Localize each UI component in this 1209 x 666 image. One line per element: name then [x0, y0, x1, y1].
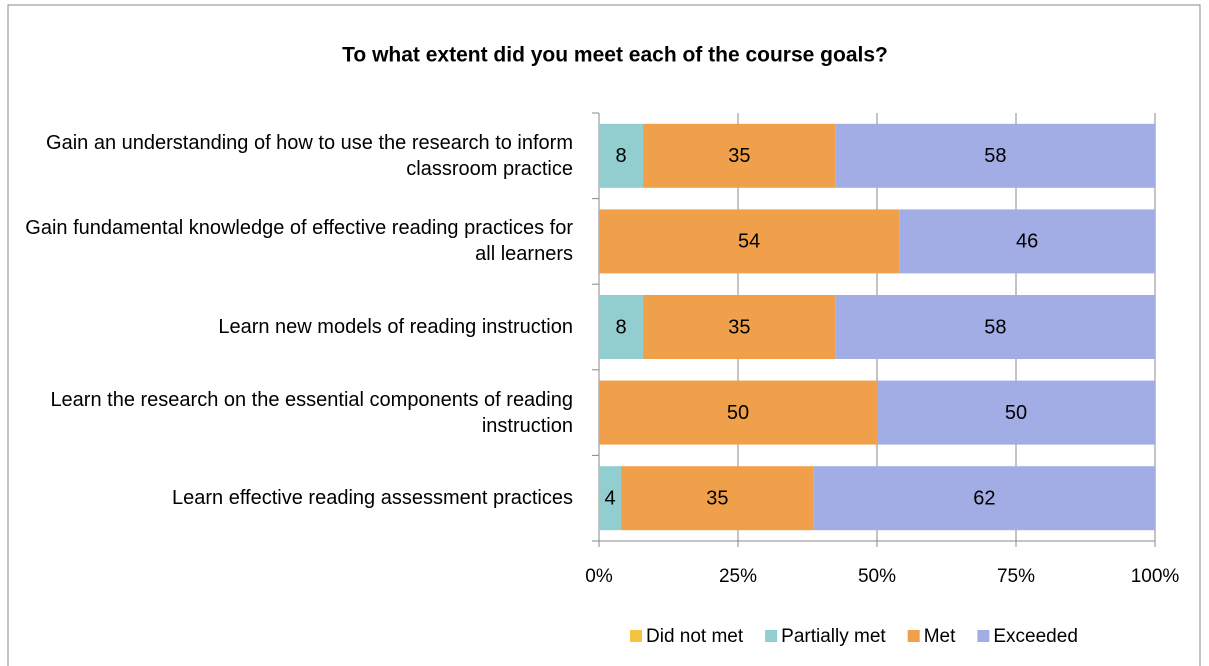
bar-segment [621, 466, 814, 531]
data-label: 54 [738, 231, 760, 253]
legend-swatch [765, 630, 778, 642]
x-tick-label: 0% [585, 566, 613, 587]
x-tick-label: 75% [997, 566, 1035, 587]
bar-segment [877, 380, 1155, 445]
y-tick-label: Learn effective reading assessment pract… [172, 487, 573, 510]
legend-swatch [907, 630, 920, 642]
bar-segment [899, 209, 1155, 274]
y-tick-label: Learn the research on the essential comp… [50, 388, 573, 437]
bar-segment [813, 466, 1155, 531]
bar-segment [599, 380, 877, 445]
bar-segment [599, 295, 644, 359]
y-tick-label: Gain fundamental knowledge of effective … [25, 217, 573, 266]
legend-label: Exceeded [993, 626, 1078, 647]
data-label: 8 [615, 316, 626, 338]
y-tick-label: Learn new models of reading instruction [218, 316, 573, 338]
data-label: 58 [984, 145, 1006, 167]
legend-swatch [630, 630, 642, 642]
data-label: 35 [728, 316, 750, 338]
bar-segment [643, 295, 836, 359]
data-label: 35 [728, 145, 750, 167]
data-label: 35 [706, 487, 728, 509]
y-tick-label: Gain an understanding of how to use the … [46, 131, 573, 180]
legend-swatch [977, 630, 990, 642]
legend-label: Did not met [646, 626, 744, 647]
data-label: 58 [984, 316, 1006, 338]
bar-segment [599, 123, 644, 188]
bar-segment [643, 123, 836, 188]
chart-title: To what extent did you meet each of the … [342, 44, 888, 67]
bar-segment [599, 209, 900, 274]
bar-segment [835, 123, 1155, 188]
data-label: 8 [615, 145, 626, 167]
data-label: 46 [1016, 231, 1038, 253]
data-label: 50 [1005, 402, 1027, 424]
data-label: 4 [604, 487, 615, 509]
bar-segment [599, 466, 622, 531]
x-tick-label: 25% [719, 566, 757, 587]
legend-label: Partially met [781, 626, 886, 647]
x-tick-label: 50% [858, 566, 896, 587]
legend-label: Met [924, 626, 956, 647]
data-label: 50 [727, 402, 749, 424]
bar-segment [835, 295, 1155, 359]
data-label: 62 [973, 487, 995, 509]
x-tick-label: 100% [1131, 566, 1180, 587]
